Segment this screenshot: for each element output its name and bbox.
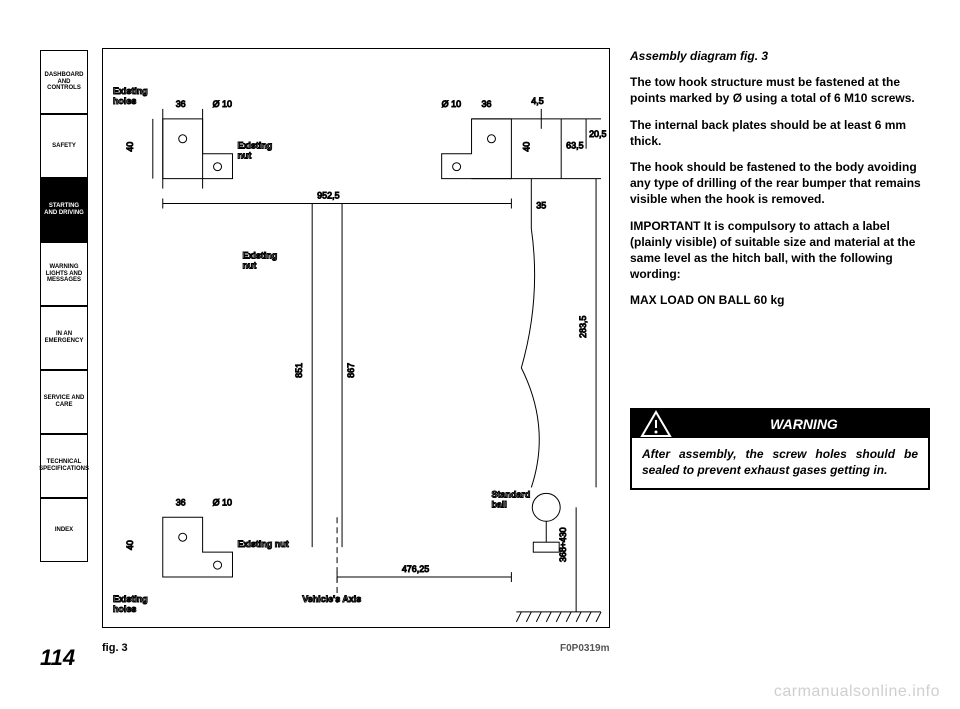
dim-952-5: 952,5 <box>317 191 339 201</box>
diagram-svg: 36 Ø 10 40 Existing holes Existing nut 3… <box>103 49 609 627</box>
warning-header: WARNING <box>632 410 928 438</box>
paragraph-4: IMPORTANT It is compulsory to attach a l… <box>630 218 930 283</box>
warning-body: After assembly, the screw holes should b… <box>632 438 928 488</box>
tab-safety[interactable]: SAFETY <box>40 114 88 178</box>
side-tabs: DASHBOARD AND CONTROLS SAFETY STARTING A… <box>40 50 88 562</box>
tab-warning-lights[interactable]: WARNING LIGHTS AND MESSAGES <box>40 242 88 306</box>
dim-top-left-d10: Ø 10 <box>213 99 232 109</box>
page-number: 114 <box>40 645 75 671</box>
label-existing-nut-right-2: nut <box>242 260 256 270</box>
section-title: Assembly diagram fig. 3 <box>630 48 930 64</box>
label-existing-holes-left-2: holes <box>113 96 136 106</box>
dim-top-right-40: 40 <box>521 142 531 152</box>
dim-bot-left-40: 40 <box>125 540 135 550</box>
dim-851: 851 <box>294 363 304 378</box>
tab-dashboard[interactable]: DASHBOARD AND CONTROLS <box>40 50 88 114</box>
label-standard-ball: Standard <box>491 489 530 499</box>
label-standard-ball-2: ball <box>491 499 506 509</box>
dim-top-left-40: 40 <box>125 142 135 152</box>
warning-title: WARNING <box>680 410 928 438</box>
label-existing-nut-left: Existing <box>237 141 272 151</box>
dim-476-25: 476,25 <box>402 564 429 574</box>
label-existing-nut-bl: Existing nut <box>237 539 288 549</box>
paragraph-5: MAX LOAD ON BALL 60 kg <box>630 292 930 308</box>
paragraph-2: The internal back plates should be at le… <box>630 117 930 149</box>
label-existing-holes-left: Existing <box>113 86 148 96</box>
dim-63-5: 63,5 <box>566 141 583 151</box>
watermark: carmanualsonline.info <box>774 683 940 701</box>
warning-triangle-icon <box>632 410 680 438</box>
dim-35: 35 <box>536 201 546 211</box>
figure-code: F0P0319m <box>560 643 609 654</box>
dim-top-left-36: 36 <box>176 99 186 109</box>
right-column: Assembly diagram fig. 3 The tow hook str… <box>630 48 930 318</box>
dim-bot-left-d10: Ø 10 <box>213 497 232 507</box>
dim-20-5: 20,5 <box>589 129 606 139</box>
label-existing-holes-bl: Existing <box>113 594 148 604</box>
dim-867: 867 <box>346 363 356 378</box>
label-existing-holes-bl-2: holes <box>113 604 136 614</box>
page: DASHBOARD AND CONTROLS SAFETY STARTING A… <box>0 0 960 709</box>
label-existing-nut-left-2: nut <box>237 151 251 161</box>
dim-bot-left-36: 36 <box>176 497 186 507</box>
tab-index[interactable]: INDEX <box>40 498 88 562</box>
dim-4-5: 4,5 <box>531 96 543 106</box>
tab-starting-driving[interactable]: STARTING AND DRIVING <box>40 178 88 242</box>
figure-caption: fig. 3 <box>102 642 128 654</box>
important-label: IMPORTANT <box>630 219 700 233</box>
dim-top-right-d10: Ø 10 <box>442 99 461 109</box>
dim-top-right-36: 36 <box>482 99 492 109</box>
assembly-diagram: 36 Ø 10 40 Existing holes Existing nut 3… <box>102 48 610 628</box>
tab-tech-specs[interactable]: TECHNICAL SPECIFICATIONS <box>40 434 88 498</box>
dim-368-430: 368÷430 <box>558 527 568 562</box>
tab-service[interactable]: SERVICE AND CARE <box>40 370 88 434</box>
label-existing-nut-right: Existing <box>242 250 277 260</box>
dim-283-5: 283,5 <box>578 316 588 338</box>
paragraph-3: The hook should be fastened to the body … <box>630 159 930 208</box>
tab-emergency[interactable]: IN AN EMERGENCY <box>40 306 88 370</box>
warning-box: WARNING After assembly, the screw holes … <box>630 408 930 490</box>
paragraph-1: The tow hook structure must be fastened … <box>630 74 930 106</box>
label-vehicle-axis: Vehicle's Axis <box>302 594 361 604</box>
